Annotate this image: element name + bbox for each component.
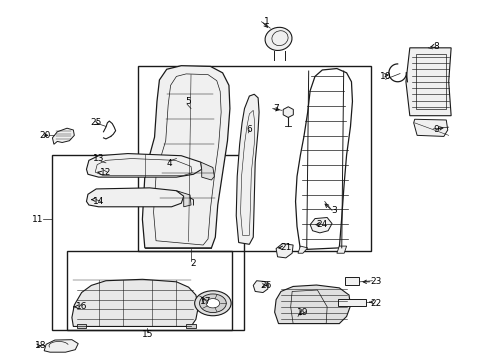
Text: 7: 7 (273, 104, 279, 113)
Polygon shape (274, 285, 350, 324)
Bar (344, 277, 358, 285)
Text: 6: 6 (246, 126, 252, 135)
Polygon shape (72, 279, 198, 327)
Polygon shape (413, 119, 447, 136)
Polygon shape (297, 246, 307, 253)
Polygon shape (309, 217, 331, 233)
Ellipse shape (194, 291, 231, 316)
Text: 4: 4 (166, 159, 172, 168)
Text: 15: 15 (141, 330, 153, 339)
Text: 25: 25 (90, 118, 102, 127)
Text: 18: 18 (35, 341, 46, 350)
Bar (52, 155, 244, 330)
Text: 1: 1 (263, 17, 269, 26)
Text: 13: 13 (93, 154, 104, 163)
Text: 17: 17 (200, 297, 211, 306)
Ellipse shape (205, 298, 219, 308)
Polygon shape (405, 48, 450, 116)
Bar (77, 324, 86, 328)
Text: 10: 10 (379, 72, 390, 81)
Text: 23: 23 (369, 277, 381, 286)
Polygon shape (86, 188, 183, 207)
Polygon shape (142, 66, 229, 248)
Polygon shape (295, 68, 352, 249)
Polygon shape (86, 154, 201, 177)
Text: 16: 16 (76, 302, 87, 311)
Text: 5: 5 (185, 97, 191, 106)
Ellipse shape (199, 294, 226, 312)
Polygon shape (52, 128, 74, 144)
Text: 2: 2 (190, 260, 196, 269)
Polygon shape (336, 246, 346, 253)
Text: 19: 19 (297, 308, 308, 317)
Text: 9: 9 (433, 126, 439, 135)
Text: 21: 21 (280, 243, 291, 252)
Polygon shape (201, 162, 214, 180)
Text: 20: 20 (40, 131, 51, 140)
Text: 26: 26 (260, 281, 271, 290)
Polygon shape (283, 107, 293, 117)
Ellipse shape (264, 27, 291, 50)
Text: 24: 24 (316, 220, 327, 229)
Bar (337, 298, 366, 306)
Text: 14: 14 (93, 197, 104, 206)
Bar (76, 307, 94, 314)
Polygon shape (236, 94, 259, 244)
Polygon shape (176, 191, 191, 207)
Text: 12: 12 (100, 168, 111, 177)
Bar (415, 54, 446, 109)
Bar (67, 251, 232, 330)
Polygon shape (276, 244, 292, 258)
Polygon shape (44, 340, 78, 352)
Bar (186, 324, 196, 328)
Polygon shape (253, 281, 267, 293)
Text: 22: 22 (369, 299, 381, 308)
Text: 8: 8 (433, 41, 439, 50)
Bar (73, 306, 96, 316)
Text: 3: 3 (331, 206, 337, 215)
Bar (137, 66, 370, 251)
Text: 11: 11 (32, 215, 43, 224)
